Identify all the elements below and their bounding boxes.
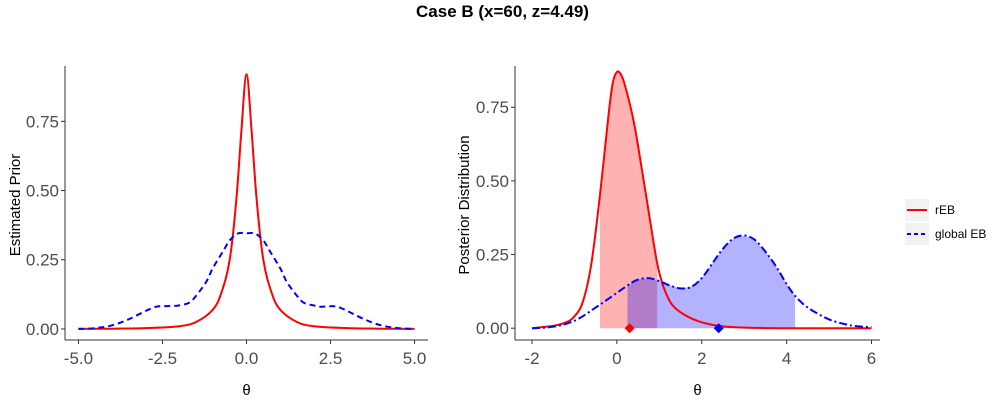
left-panel-prior: 0.00 0.25 0.50 0.75 -5.0 -2.5 0.0 2.5 5.0 θ Estima…: [7, 66, 428, 399]
series-line-reb: [78, 73, 415, 330]
y-axis-label: Estimated Prior: [7, 154, 24, 257]
y-tick-label: 0.25: [26, 251, 59, 270]
x-tick-label: 4: [782, 349, 791, 368]
series-line-global-eb: [78, 231, 415, 330]
legend-label: global EB: [935, 227, 986, 241]
x-tick-label: 5.0: [403, 349, 427, 368]
x-tick-label: -5.0: [64, 349, 93, 368]
x-tick-label: 2.5: [319, 349, 343, 368]
x-tick-label: -2.5: [148, 349, 177, 368]
y-tick-label: 0.25: [476, 246, 509, 265]
y-tick-label: 0.00: [26, 320, 59, 339]
x-tick-label: 0: [612, 349, 621, 368]
x-tick-label: 0.0: [235, 349, 259, 368]
y-tick-label: 0.75: [26, 112, 59, 131]
legend-label: rEB: [935, 203, 955, 217]
credible-interval-global-eb: [627, 235, 796, 329]
x-tick-label: 6: [867, 349, 876, 368]
credible-interval-reb: [599, 72, 658, 329]
point-estimate-global-eb: [713, 323, 724, 334]
y-tick-label: 0.00: [476, 319, 509, 338]
series-line-reb: [531, 70, 872, 330]
x-axis-label: θ: [242, 382, 250, 399]
x-tick-label: 2: [697, 349, 706, 368]
series-line-global-eb: [531, 234, 872, 330]
y-tick-label: 0.50: [26, 182, 59, 201]
x-axis-label: θ: [693, 382, 701, 399]
chart-title: Case B (x=60, z=4.49): [416, 2, 589, 21]
x-tick-label: -2: [524, 349, 539, 368]
y-tick-label: 0.75: [476, 98, 509, 117]
y-tick-label: 0.50: [476, 172, 509, 191]
right-panel-posterior: 0.00 0.25 0.50 0.75 -2 0 2 4 6 θ Posterior Distrib…: [456, 66, 880, 399]
point-estimate-reb: [624, 323, 635, 334]
legend: rEB global EB: [905, 199, 986, 245]
y-axis-label: Posterior Distribution: [456, 135, 473, 274]
